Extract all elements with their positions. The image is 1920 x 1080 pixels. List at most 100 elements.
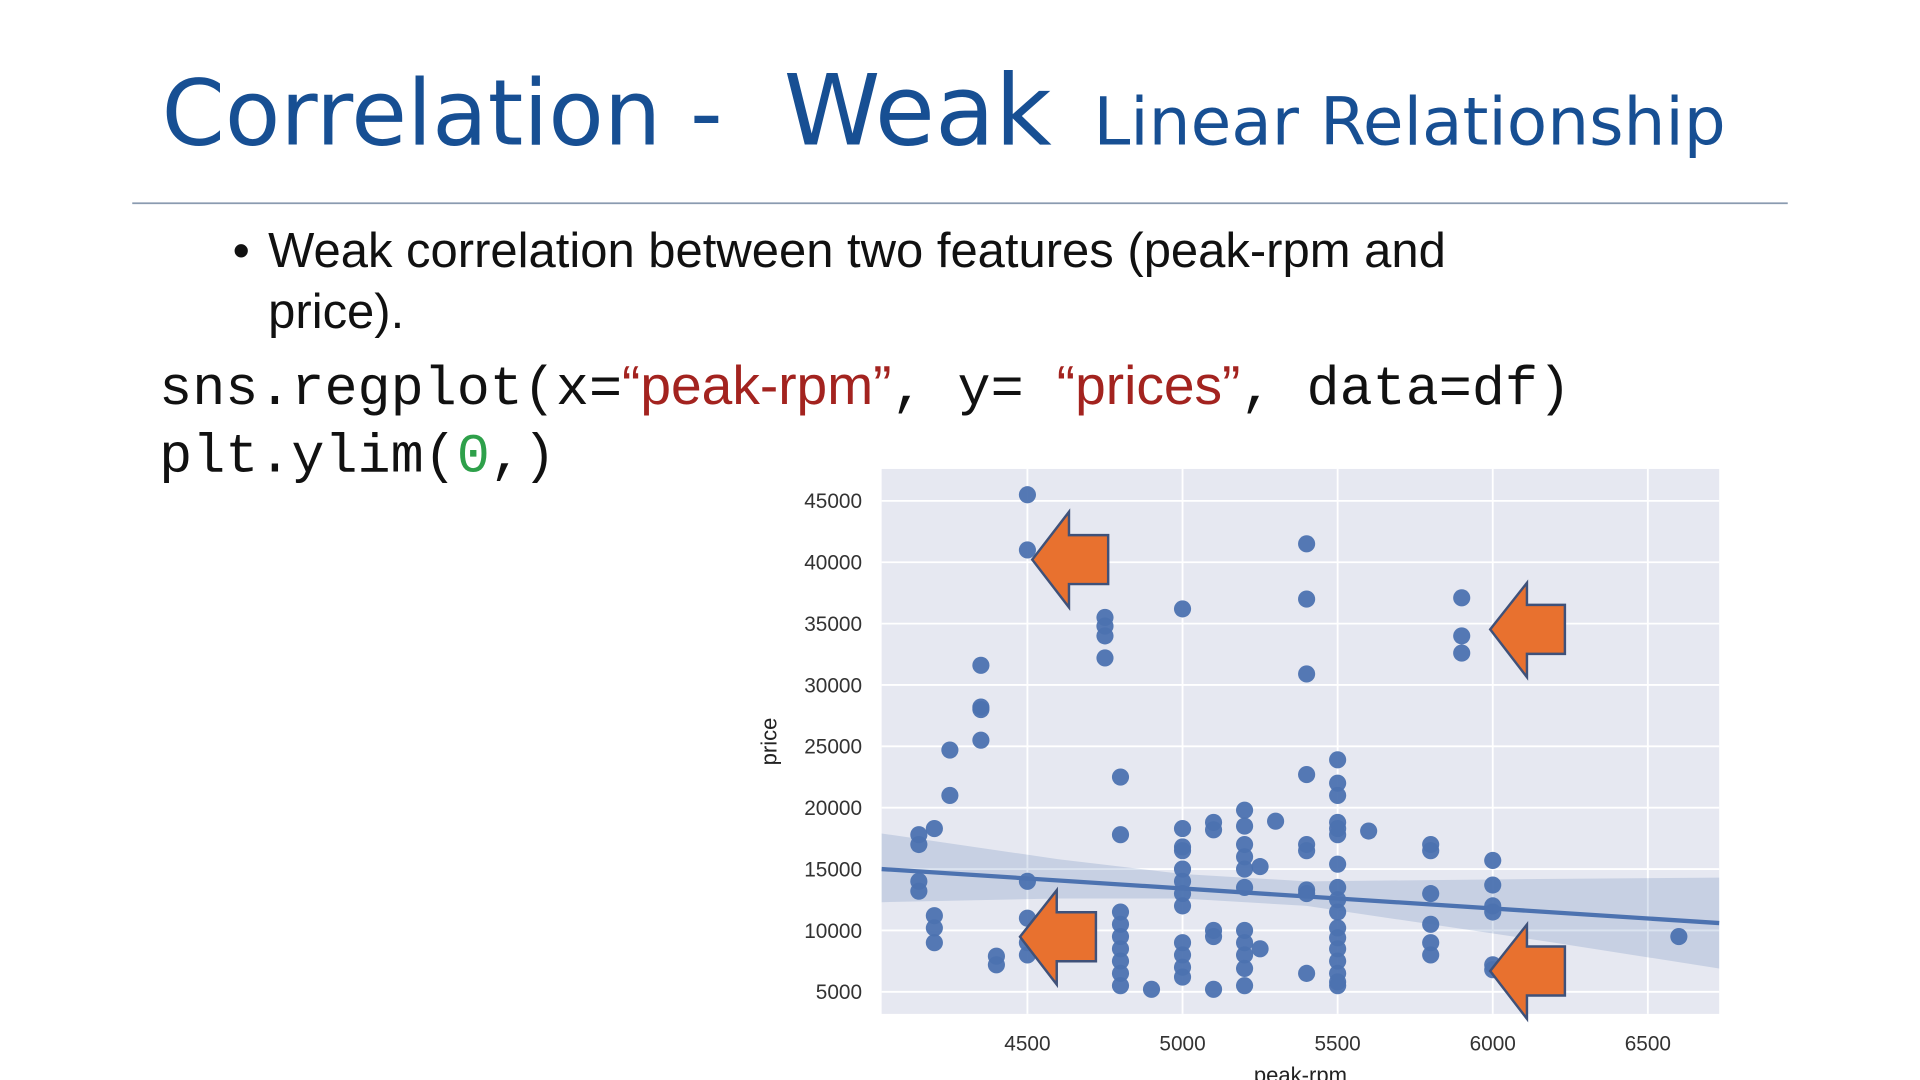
- point: [1329, 826, 1347, 844]
- y-tick-label: 15000: [804, 858, 862, 881]
- code-line: plt.ylim(0,): [159, 425, 556, 488]
- point: [1111, 826, 1130, 844]
- point: [1018, 541, 1036, 559]
- point: [1111, 915, 1130, 933]
- title-part: Weak: [784, 54, 1052, 168]
- point: [1173, 934, 1192, 952]
- point: [1298, 964, 1316, 982]
- point: [1422, 946, 1440, 964]
- point: [1111, 768, 1130, 786]
- point: [910, 882, 928, 900]
- regression-line: [881, 866, 1720, 926]
- point: [1298, 590, 1316, 608]
- point: [1173, 842, 1192, 860]
- point: [1111, 952, 1130, 970]
- point: [941, 741, 959, 759]
- point: [1204, 980, 1223, 998]
- point: [1670, 927, 1688, 946]
- point: [1329, 855, 1347, 873]
- x-tick-label: 5500: [1314, 1033, 1360, 1056]
- y-tick-label: 10000: [804, 920, 862, 943]
- point: [941, 786, 959, 804]
- y-tick-label: 30000: [804, 674, 862, 697]
- point: [1329, 903, 1347, 921]
- point: [1329, 786, 1347, 804]
- point: [1111, 977, 1130, 995]
- point: [1173, 860, 1192, 878]
- point: [1236, 801, 1254, 819]
- point: [1329, 751, 1347, 769]
- code: ,): [490, 425, 556, 488]
- y-tick-label: 25000: [804, 736, 862, 759]
- title-part: Linear Relationship: [1093, 83, 1725, 160]
- point: [972, 731, 990, 749]
- x-axis-label: peak-rpm: [1254, 1062, 1347, 1080]
- x-tick-label: 5000: [1159, 1033, 1205, 1056]
- bullet-text: price).: [268, 285, 404, 339]
- arrow: [1488, 920, 1567, 1023]
- chart: 5000 10000 15000 20000 25000 30000 35000 40000 4…: [756, 468, 1720, 1080]
- point: [1096, 627, 1114, 645]
- point: [925, 919, 943, 937]
- point: [925, 934, 943, 952]
- point: [1298, 535, 1316, 553]
- point: [1111, 903, 1130, 921]
- code: sns.regplot(x=: [159, 358, 622, 421]
- point: [1111, 927, 1130, 946]
- y-tick-label: 20000: [804, 797, 862, 820]
- point: [1173, 872, 1192, 890]
- point: [1111, 964, 1130, 982]
- arrow: [1030, 508, 1110, 611]
- point: [1484, 851, 1502, 870]
- point: [1329, 774, 1347, 792]
- y-tick-label: 45000: [804, 490, 862, 513]
- point: [1018, 486, 1036, 504]
- point: [1236, 946, 1254, 964]
- point: [1453, 589, 1471, 607]
- point: [1236, 934, 1254, 952]
- point: [1204, 927, 1223, 946]
- point: [1236, 959, 1254, 978]
- point: [1236, 860, 1254, 878]
- point: [925, 907, 943, 925]
- point: [1236, 977, 1254, 995]
- point: [1422, 885, 1440, 903]
- y-tick-label: 35000: [804, 613, 862, 636]
- arrow: [1488, 579, 1567, 681]
- point: [1251, 940, 1269, 958]
- point: [1251, 858, 1269, 876]
- point: [972, 656, 990, 674]
- point: [1236, 848, 1254, 866]
- code-line: sns.regplot(x=“peak-rpm”, y= “prices”, d…: [159, 354, 1571, 421]
- code: plt.ylim(: [159, 425, 457, 488]
- point: [925, 819, 943, 838]
- point: [1329, 952, 1347, 970]
- point: [1236, 921, 1254, 939]
- point: [1453, 627, 1471, 645]
- point: [1236, 817, 1254, 835]
- y-tick-label: 5000: [816, 981, 862, 1004]
- point: [1173, 897, 1192, 915]
- code-string: “peak-rpm”: [622, 354, 891, 416]
- x-tick-label: 6500: [1625, 1033, 1671, 1056]
- x-tick-label: 4500: [1004, 1033, 1050, 1056]
- point: [1360, 822, 1378, 840]
- point: [1173, 600, 1192, 618]
- point: [972, 700, 990, 719]
- point: [1422, 842, 1440, 860]
- point: [1173, 946, 1192, 964]
- code: , data=df): [1240, 358, 1571, 421]
- point: [1173, 968, 1192, 986]
- point: [910, 835, 928, 854]
- code: , y=: [891, 358, 1056, 421]
- point: [1267, 812, 1285, 830]
- arrow: [1018, 886, 1098, 989]
- point: [1111, 940, 1130, 958]
- point: [1018, 872, 1036, 890]
- y-axis-label: price: [756, 718, 781, 766]
- x-tick-label: 6000: [1470, 1033, 1516, 1056]
- point: [1096, 649, 1114, 667]
- point: [1173, 819, 1192, 838]
- point: [1422, 934, 1440, 952]
